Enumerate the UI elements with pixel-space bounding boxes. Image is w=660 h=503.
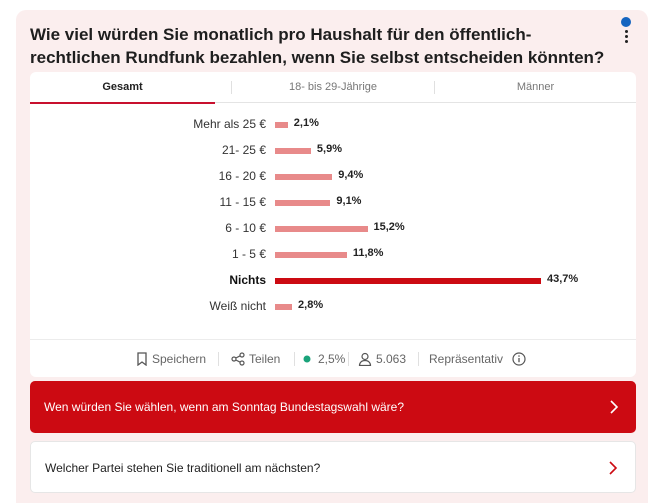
- value-label: 9,1%: [336, 195, 361, 207]
- share-button[interactable]: Teilen: [231, 351, 280, 367]
- tab-gesamt[interactable]: Gesamt: [30, 72, 215, 104]
- more-options-icon[interactable]: [620, 24, 634, 46]
- info-icon: [512, 352, 526, 366]
- chevron-right-icon: [608, 400, 620, 414]
- category-label: 1 - 5 €: [232, 247, 266, 261]
- respondent-count: 5.063: [358, 351, 406, 367]
- notification-dot: [621, 17, 631, 27]
- bar: [275, 226, 368, 232]
- category-label: 6 - 10 €: [225, 221, 266, 235]
- category-label: Mehr als 25 €: [193, 117, 266, 131]
- category-label: 21- 25 €: [222, 143, 266, 157]
- next-question-button[interactable]: Wen würden Sie wählen, wenn am Sonntag B…: [30, 381, 636, 433]
- chart-row: 11 - 15 € 9,1%: [30, 190, 636, 216]
- survey-widget: Wie viel würden Sie monatlich pro Hausha…: [16, 10, 648, 503]
- chevron-right-icon: [607, 461, 619, 475]
- question-title: Wie viel würden Sie monatlich pro Hausha…: [30, 23, 610, 69]
- representative-info[interactable]: Repräsentativ: [429, 351, 526, 367]
- next-question-label: Wen würden Sie wählen, wenn am Sonntag B…: [44, 400, 404, 414]
- value-label: 9,4%: [338, 169, 363, 181]
- next-question-label: Welcher Partei stehen Sie traditionell a…: [45, 461, 320, 475]
- user-icon: [358, 352, 372, 366]
- segment-tabs: Gesamt 18- bis 29-Jährige Männer: [30, 72, 636, 103]
- representative-label: Repräsentativ: [429, 352, 503, 366]
- value-label: 2,8%: [298, 299, 323, 311]
- chart-row: Nichts 43,7%: [30, 268, 636, 294]
- bar: [275, 252, 347, 258]
- share-label: Teilen: [249, 352, 280, 366]
- value-label: 15,2%: [374, 221, 405, 233]
- chart-row: 6 - 10 € 15,2%: [30, 216, 636, 242]
- category-label: Nichts: [229, 273, 266, 287]
- chart-row: 16 - 20 € 9,4%: [30, 164, 636, 190]
- chart-row: 1 - 5 € 11,8%: [30, 242, 636, 268]
- save-label: Speichern: [152, 352, 206, 366]
- value-label: 11,8%: [353, 247, 384, 259]
- results-card: Gesamt 18- bis 29-Jährige Männer Mehr al…: [30, 72, 636, 377]
- bookmark-icon: [136, 352, 148, 366]
- bar: [275, 174, 332, 180]
- next-question-button[interactable]: Welcher Partei stehen Sie traditionell a…: [30, 441, 636, 493]
- chart-row: 21- 25 € 5,9%: [30, 138, 636, 164]
- tab-maenner[interactable]: Männer: [435, 72, 636, 103]
- share-icon: [231, 352, 245, 366]
- save-button[interactable]: Speichern: [136, 351, 206, 367]
- category-label: 11 - 15 €: [220, 195, 266, 209]
- bar: [275, 148, 311, 154]
- value-label: 43,7%: [547, 273, 578, 285]
- status-dot-icon: [303, 355, 311, 363]
- bar: [275, 278, 541, 284]
- chart-row: Mehr als 25 € 2,1%: [30, 112, 636, 138]
- tab-18-29[interactable]: 18- bis 29-Jährige: [232, 72, 434, 103]
- bar: [275, 200, 330, 206]
- chart-row: Weiß nicht 2,8%: [30, 294, 636, 320]
- error-margin: 2,5%: [303, 351, 345, 367]
- category-label: Weiß nicht: [210, 299, 266, 313]
- result-footer: Speichern Teilen 2,5% 5.063 Repräsentati…: [30, 339, 636, 377]
- bar: [275, 304, 292, 310]
- category-label: 16 - 20 €: [219, 169, 266, 183]
- value-label: 5,9%: [317, 143, 342, 155]
- bar: [275, 122, 288, 128]
- value-label: 2,1%: [294, 117, 319, 129]
- bar-chart: Mehr als 25 € 2,1% 21- 25 € 5,9% 16 - 20 € 9,…: [30, 112, 636, 322]
